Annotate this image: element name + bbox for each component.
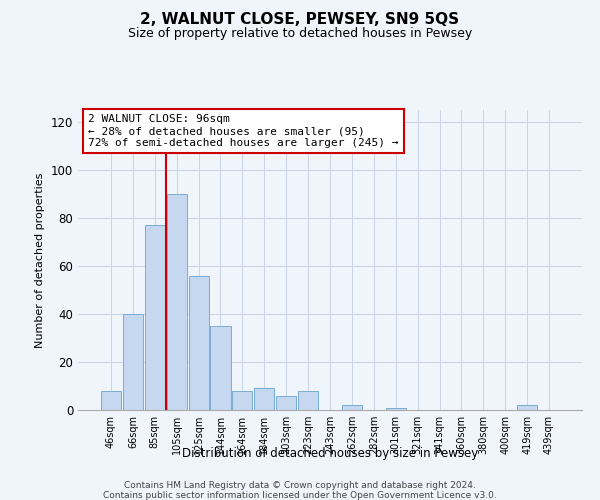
- Bar: [254, 388, 274, 410]
- Text: Distribution of detached houses by size in Pewsey: Distribution of detached houses by size …: [182, 448, 478, 460]
- Text: Contains HM Land Registry data © Crown copyright and database right 2024.: Contains HM Land Registry data © Crown c…: [124, 481, 476, 490]
- Text: Contains public sector information licensed under the Open Government Licence v3: Contains public sector information licen…: [103, 491, 497, 500]
- Bar: [145, 225, 165, 410]
- Bar: [386, 408, 406, 410]
- Bar: [123, 314, 143, 410]
- Bar: [188, 276, 209, 410]
- Bar: [211, 326, 230, 410]
- Bar: [276, 396, 296, 410]
- Bar: [517, 405, 537, 410]
- Bar: [232, 391, 253, 410]
- Bar: [342, 405, 362, 410]
- Text: Size of property relative to detached houses in Pewsey: Size of property relative to detached ho…: [128, 28, 472, 40]
- Bar: [101, 391, 121, 410]
- Text: 2, WALNUT CLOSE, PEWSEY, SN9 5QS: 2, WALNUT CLOSE, PEWSEY, SN9 5QS: [140, 12, 460, 28]
- Bar: [298, 391, 318, 410]
- Y-axis label: Number of detached properties: Number of detached properties: [35, 172, 45, 348]
- Text: 2 WALNUT CLOSE: 96sqm
← 28% of detached houses are smaller (95)
72% of semi-deta: 2 WALNUT CLOSE: 96sqm ← 28% of detached …: [88, 114, 398, 148]
- Bar: [167, 194, 187, 410]
